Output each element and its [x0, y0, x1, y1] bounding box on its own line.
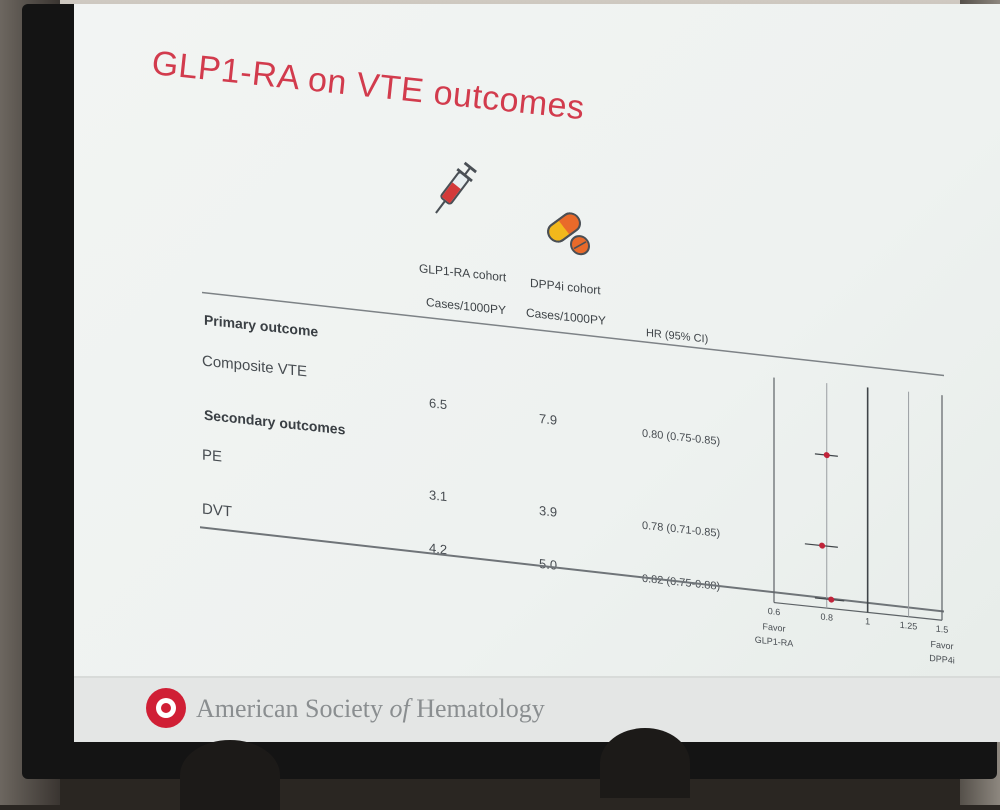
- table-bottom-rule: [199, 526, 945, 613]
- footer-org-c: Hematology: [409, 694, 545, 723]
- favor-left-label: Favor: [763, 621, 786, 633]
- favor-left-label: GLP1-RA: [755, 635, 793, 649]
- ash-logo: [146, 688, 186, 728]
- audience-head: [600, 728, 690, 798]
- dvt-dpp4-rate: 5.0: [539, 556, 557, 573]
- forest-tick-label: 0.8: [820, 611, 833, 622]
- row-composite-vte: Composite VTE: [202, 352, 307, 380]
- composite-dpp4-rate: 7.9: [539, 411, 557, 428]
- vte-results-table: GLP1-RA cohort DPP4i cohort Cases/1000PY…: [199, 161, 955, 666]
- forest-point: [819, 542, 826, 549]
- syringe-icon: [435, 161, 477, 214]
- favor-right-label: DPP4i: [929, 653, 954, 666]
- forest-point: [828, 596, 835, 603]
- forest-point: [823, 452, 830, 459]
- pe-dpp4-rate: 3.9: [539, 503, 557, 520]
- dvt-hr: 0.82 (0.75-0.88): [642, 573, 720, 593]
- col-dpp4-header: DPP4i cohort: [530, 276, 601, 297]
- screen-bezel: GLP1-RA on VTE outcomes: [22, 4, 1000, 779]
- pills-icon: [547, 212, 590, 256]
- col-dpp4-unit: Cases/1000PY: [526, 306, 606, 328]
- composite-hr: 0.80 (0.75-0.85): [642, 428, 720, 448]
- audience-head: [180, 740, 280, 810]
- composite-glp1-rate: 6.5: [429, 395, 447, 412]
- header-rule: [201, 291, 945, 377]
- forest-tick-label: 0.6: [768, 606, 781, 617]
- slide-footer: American Society of Hematology: [74, 676, 1000, 742]
- forest-tick-label: 1.25: [900, 620, 918, 632]
- row-pe: PE: [202, 446, 222, 465]
- forest-plot: 0.6 0.8 1 1.25 1.5 Favor GLP1-RA Favor DPP4i: [755, 377, 955, 666]
- footer-org-b: of: [389, 694, 410, 723]
- favor-right-label: Favor: [931, 639, 954, 651]
- forest-x-axis: [774, 601, 942, 621]
- section-secondary: Secondary outcomes: [204, 407, 346, 438]
- slide: GLP1-RA on VTE outcomes: [74, 4, 1000, 742]
- forest-tick-label: 1.5: [936, 624, 949, 635]
- footer-org-name: American Society of Hematology: [196, 694, 545, 724]
- pe-hr: 0.78 (0.71-0.85): [642, 520, 720, 540]
- forest-tick-label: 1: [865, 616, 870, 626]
- row-dvt: DVT: [202, 500, 232, 520]
- col-glp1-header: GLP1-RA cohort: [419, 261, 507, 284]
- pe-glp1-rate: 3.1: [429, 487, 447, 504]
- col-glp1-unit: Cases/1000PY: [426, 295, 506, 317]
- footer-org-a: American Society: [196, 694, 390, 723]
- section-primary: Primary outcome: [204, 312, 318, 340]
